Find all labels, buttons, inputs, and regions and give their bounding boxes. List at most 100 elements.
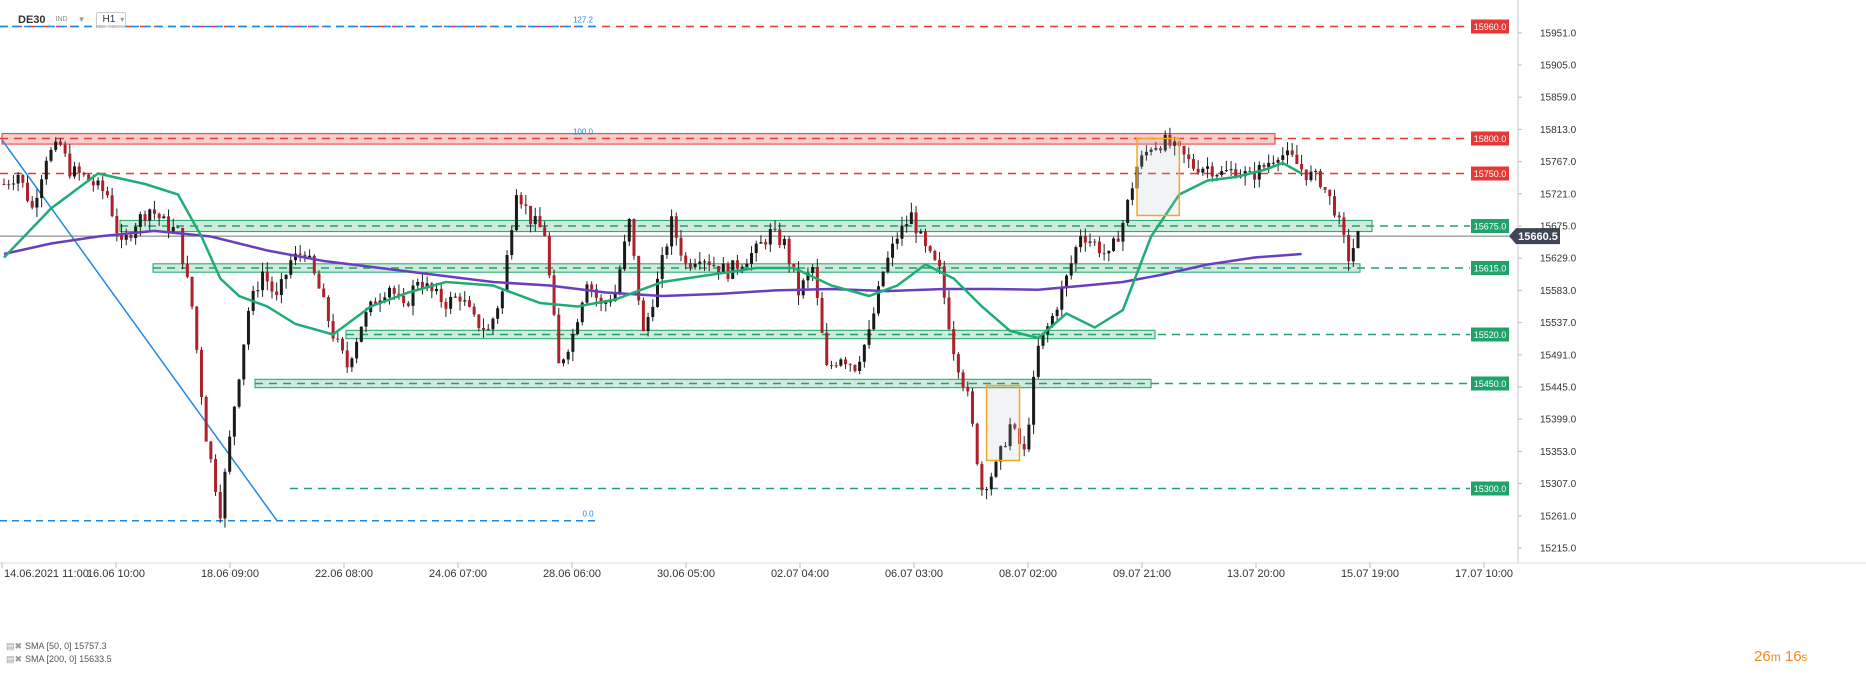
candle-up: [411, 285, 415, 306]
candle-up: [232, 406, 236, 437]
candle-up: [1267, 162, 1271, 168]
x-tick-label: 28.06 06:00: [543, 568, 601, 580]
support-level-label-bg: [1471, 327, 1509, 342]
sma50-line: [3, 161, 1303, 340]
y-axis: 15951.0 15905.0 15859.0 15813.0 15767.0 15721…: [1518, 28, 1577, 555]
candle-down: [1347, 234, 1351, 262]
candle-down: [966, 387, 970, 392]
level-lines-layer: 15960.0 15800.0 15750.0 15675.0 15615.0 15520…: [0, 16, 1560, 522]
fib-level-label: 0.0: [582, 510, 594, 519]
candle-up: [1281, 155, 1285, 160]
y-tick-label: 15215.0: [1540, 544, 1577, 555]
resistance-level-label-bg: [1471, 19, 1509, 34]
settings-close-icon[interactable]: ▤✖: [6, 654, 23, 664]
resistance-level-label: 15800.0: [1474, 134, 1507, 144]
candle-up: [11, 183, 15, 185]
candle-down: [552, 275, 556, 315]
candle-up: [388, 287, 392, 298]
candle-down: [190, 276, 194, 307]
settings-close-icon[interactable]: ▤✖: [6, 641, 23, 651]
candle-down: [787, 238, 791, 264]
candle-down: [341, 338, 344, 351]
candle-down: [1342, 217, 1346, 235]
candle-up: [223, 471, 227, 519]
candle-down: [458, 296, 462, 302]
candle-up: [1173, 141, 1177, 146]
candle-down: [77, 166, 81, 174]
support-level-label: 15615.0: [1474, 264, 1507, 274]
candle-down: [2, 184, 6, 185]
candle-up: [486, 329, 490, 331]
support-level-label-bg: [1471, 219, 1509, 233]
indicator-legend: ▤✖ SMA [50, 0] 15757.3 ▤✖ SMA [200, 0] 156…: [6, 640, 112, 666]
candle-down: [599, 297, 603, 304]
candle-up: [1140, 155, 1144, 167]
candle-up: [496, 308, 500, 319]
candle-up: [613, 293, 617, 301]
candle-up: [867, 329, 871, 345]
candle-up: [1069, 263, 1073, 276]
candle-up: [909, 212, 913, 225]
candle-down: [1210, 166, 1214, 177]
candle-down: [688, 263, 692, 268]
support-level-label: 15675.0: [1474, 222, 1507, 232]
symbol-name[interactable]: DE30: [18, 13, 46, 26]
candle-up: [505, 255, 509, 292]
candle-up: [1126, 199, 1130, 223]
candle-down: [825, 332, 829, 366]
candle-down: [157, 213, 161, 219]
candle-down: [87, 174, 91, 182]
candle-down: [547, 235, 551, 276]
candle-down: [529, 205, 533, 225]
candle-up: [891, 243, 895, 258]
candle-down: [1159, 148, 1163, 151]
candle-up: [782, 238, 786, 245]
support-level-label-bg: [1471, 481, 1509, 496]
x-tick-label: 18.06 09:00: [201, 568, 259, 580]
indicator-sma50[interactable]: ▤✖ SMA [50, 0] 15757.3: [6, 640, 112, 653]
candle-down: [63, 144, 67, 154]
candle-up: [449, 296, 453, 309]
support-level-label: 15300.0: [1474, 484, 1507, 494]
candle-down: [712, 265, 716, 267]
candle-down: [143, 214, 147, 221]
highlight-box: [1136, 137, 1181, 217]
chevron-down-icon[interactable]: ▼: [77, 15, 86, 24]
candle-up: [905, 224, 909, 226]
timeframe-select[interactable]: H1 ▾: [95, 12, 127, 27]
candle-up: [1309, 171, 1313, 181]
x-tick-label: 06.07 03:00: [885, 568, 943, 580]
x-tick-label: 17.07 10:00: [1455, 568, 1513, 580]
candle-up: [754, 243, 758, 254]
candle-up: [44, 160, 48, 180]
candle-down: [543, 227, 547, 236]
candle-down: [1337, 215, 1341, 218]
candle-up: [96, 180, 100, 186]
candle-down: [980, 463, 984, 491]
candle-down: [853, 364, 857, 371]
candle-up: [246, 310, 250, 345]
candle-up: [308, 255, 312, 258]
candle-up: [1003, 446, 1007, 448]
candle-down: [199, 349, 203, 397]
candle-down: [848, 364, 852, 366]
y-tick-label: 15721.0: [1540, 189, 1577, 200]
candle-up: [1201, 168, 1205, 173]
candle-up: [745, 263, 749, 267]
y-tick-label: 15307.0: [1540, 479, 1577, 490]
candle-up: [618, 269, 622, 294]
y-tick-label: 15491.0: [1540, 350, 1577, 361]
candle-up: [900, 225, 904, 239]
candle-up: [608, 300, 612, 303]
indicator-sma200-label: SMA [200, 0] 15633.5: [25, 654, 112, 664]
indicator-sma200[interactable]: ▤✖ SMA [200, 0] 15633.5: [6, 653, 112, 666]
support-level-label-bg: [1471, 261, 1509, 275]
candle-up: [989, 476, 993, 490]
candle-up: [566, 351, 570, 360]
candle-up: [1149, 149, 1153, 152]
candle-down: [406, 303, 410, 306]
candle-down: [684, 255, 688, 264]
candle-up: [138, 214, 142, 227]
candle-down: [373, 301, 377, 304]
